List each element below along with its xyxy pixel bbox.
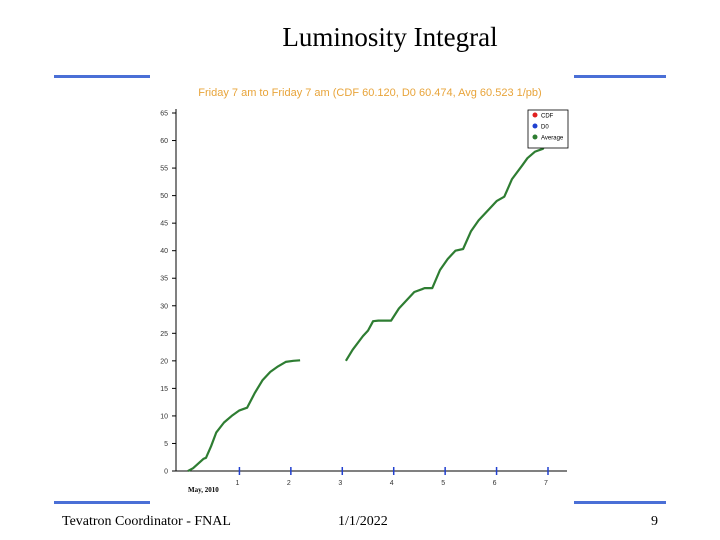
legend-label-average: Average [541, 136, 564, 142]
bottom-rule-right [574, 501, 666, 504]
top-rule-right [574, 75, 666, 78]
x-tick-label: 4 [390, 480, 394, 487]
y-tick-label: 45 [160, 221, 168, 228]
x-tick-label: 1 [235, 480, 239, 487]
footer-date: 1/1/2022 [338, 514, 388, 529]
y-tick-label: 5 [164, 441, 168, 448]
chart-legend: CDF D0 Average [527, 109, 569, 149]
y-tick-label: 50 [160, 193, 168, 200]
series-line-average [344, 137, 549, 362]
legend-label-cdf: CDF [541, 114, 554, 120]
chart-title: Friday 7 am to Friday 7 am (CDF 60.120, … [198, 87, 541, 99]
slide-title: Luminosity Integral [282, 22, 498, 52]
y-axis-ticks: 0 5 10 15 20 25 30 35 40 45 50 55 60 65 [160, 111, 176, 476]
y-tick-label: 60 [160, 138, 168, 145]
footer-left: Tevatron Coordinator - FNAL [62, 514, 231, 529]
y-tick-label: 40 [160, 248, 168, 255]
x-tick-label: 3 [338, 480, 342, 487]
page-number: 9 [651, 514, 658, 529]
y-tick-label: 10 [160, 413, 168, 420]
y-tick-label: 15 [160, 386, 168, 393]
y-tick-label: 55 [160, 166, 168, 173]
legend-marker-cdf [532, 112, 538, 118]
legend-marker-average [532, 134, 538, 140]
y-tick-label: 25 [160, 331, 168, 338]
x-tick-label: 7 [544, 480, 548, 487]
legend-label-d0: D0 [541, 125, 549, 131]
legend-marker-d0 [532, 123, 538, 129]
y-tick-label: 65 [160, 111, 168, 118]
x-tick-label: 5 [441, 480, 445, 487]
series-lines [187, 137, 549, 472]
y-tick-label: 20 [160, 358, 168, 365]
top-rule-left [54, 75, 150, 78]
x-tick-label: 2 [287, 480, 291, 487]
bottom-rule-left [54, 501, 150, 504]
y-tick-label: 0 [164, 469, 168, 476]
x-axis-label: May, 2010 [188, 486, 219, 494]
x-axis-ticks: 1 2 3 4 5 6 7 [235, 467, 549, 487]
y-tick-label: 35 [160, 276, 168, 283]
series-line-average [187, 359, 301, 472]
x-tick-label: 6 [493, 480, 497, 487]
y-tick-label: 30 [160, 303, 168, 310]
